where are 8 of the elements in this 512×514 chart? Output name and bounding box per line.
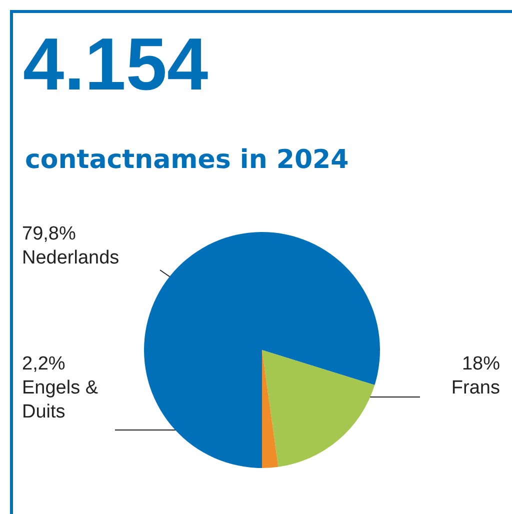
data-label: 18% [462, 354, 500, 374]
slice-label: Engels & Duits [22, 378, 104, 422]
slice-label: Frans [451, 378, 500, 398]
data-label: 79,8% [22, 224, 76, 244]
data-label: 2,2% [22, 354, 66, 374]
chart-title: 4.154 [23, 22, 208, 106]
slice-label: Nederlands [22, 248, 120, 268]
chart-subtitle: contactnames in 2024 [25, 145, 349, 175]
